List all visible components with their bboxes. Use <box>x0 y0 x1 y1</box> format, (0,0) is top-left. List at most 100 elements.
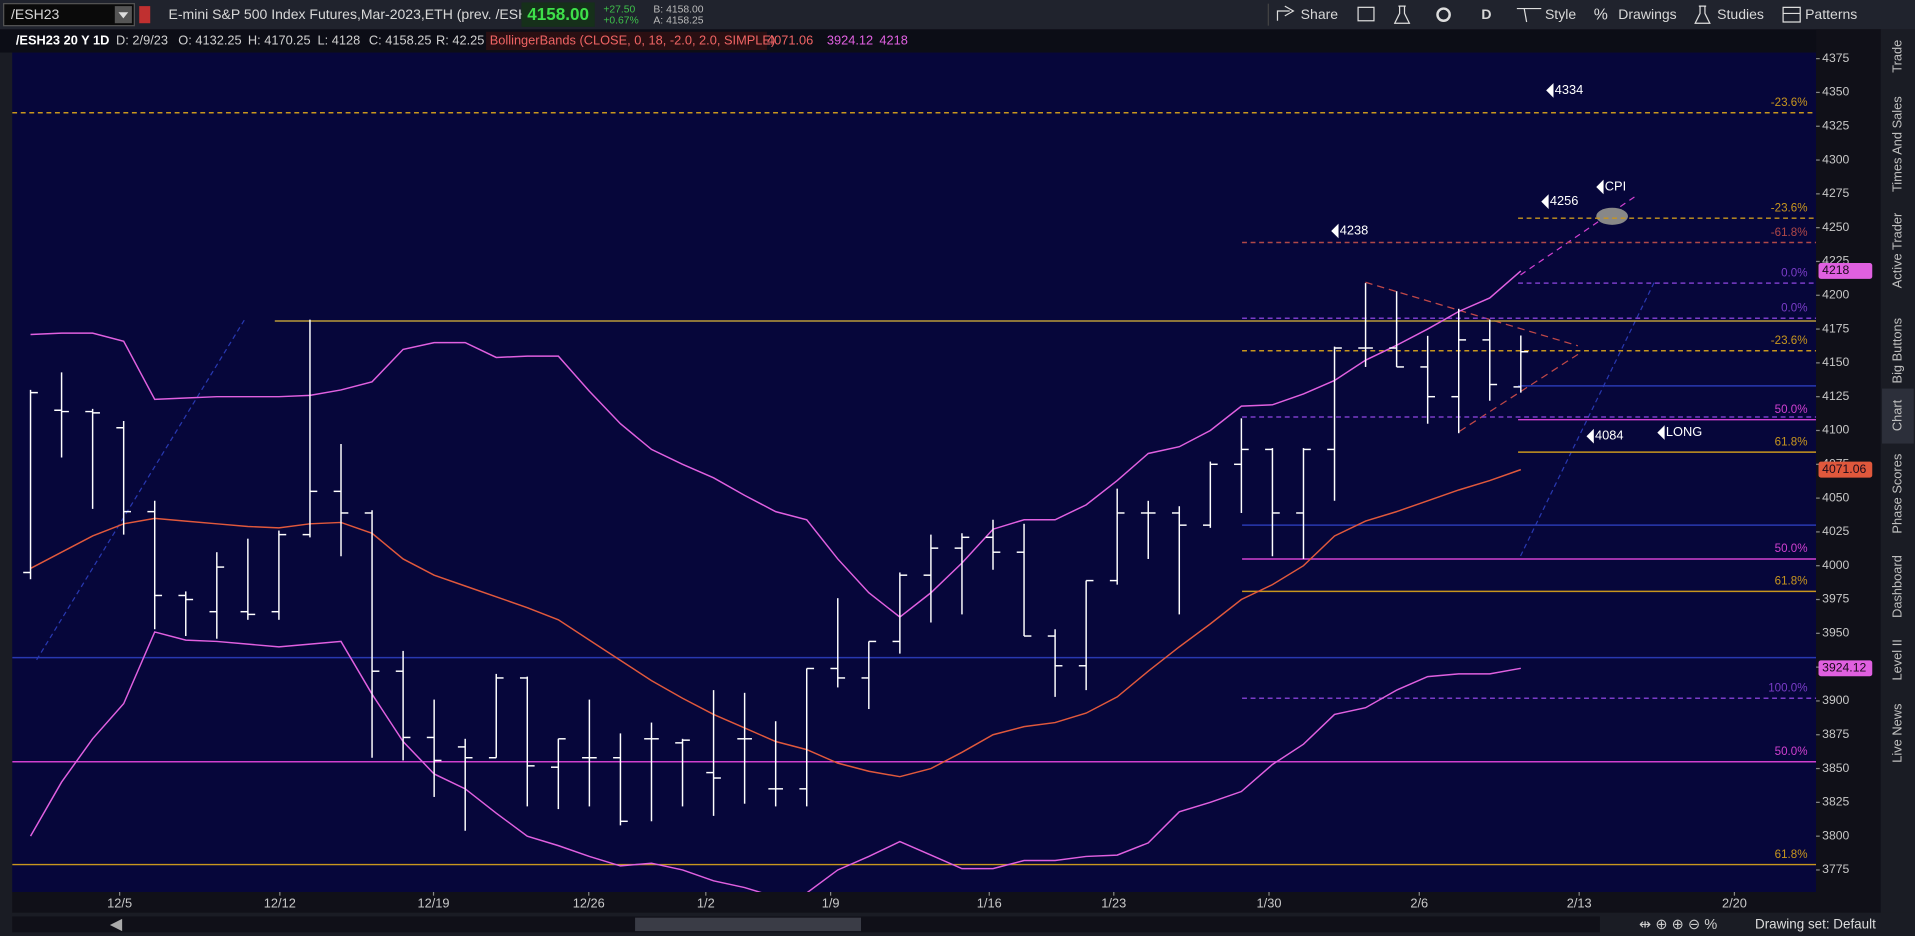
x-tick-label: 12/19 <box>417 896 449 911</box>
price-tag <box>1818 461 1873 478</box>
annotation: CPI <box>1605 178 1626 193</box>
snapshot-button[interactable] <box>1357 6 1375 22</box>
info-bar <box>0 29 1881 53</box>
annotation: 4084 <box>1595 428 1624 443</box>
link-indicator[interactable] <box>139 6 151 24</box>
x-tick-label: 1/30 <box>1257 896 1282 911</box>
info-open: O: 4132.25 <box>178 32 241 47</box>
price-tag-label: 4071.06 <box>1822 462 1866 476</box>
bollinger-band <box>29 631 1521 893</box>
price-tag-label: 3924.12 <box>1822 661 1866 675</box>
studies-icon <box>1694 5 1711 24</box>
y-tick-label: 3975 <box>1822 592 1849 606</box>
y-tick-label: 4150 <box>1822 355 1849 369</box>
study-box[interactable] <box>486 31 767 51</box>
active-tab <box>1882 388 1914 444</box>
annotation: 4256 <box>1550 193 1579 208</box>
y-tick-label: 4125 <box>1822 389 1849 403</box>
x-tick-label: 2/20 <box>1722 896 1747 911</box>
drawings-button[interactable]: Drawings <box>1618 6 1676 22</box>
style-icon <box>1516 7 1542 23</box>
info-range: R: 42.25 <box>436 32 484 47</box>
description: E-mini S&P 500 Index Futures,Mar-2023,ET… <box>169 6 541 22</box>
toolbar <box>0 0 1915 30</box>
side-tab[interactable]: Dashboard <box>1889 555 1904 618</box>
study-label[interactable]: BollingerBands (CLOSE, 0, 18, -2.0, 2.0,… <box>490 32 776 47</box>
side-tab[interactable]: Level II <box>1889 639 1904 680</box>
zoom-controls[interactable]: ⇹ ⊕ ⊕ ⊖ % <box>1639 917 1717 933</box>
fib-label: 0.0% <box>1781 266 1807 279</box>
timeframe-button[interactable]: D <box>1481 6 1491 22</box>
fib-label: -23.6% <box>1771 201 1808 214</box>
y-tick-label: 4375 <box>1822 51 1849 65</box>
y-tick-label: 4300 <box>1822 152 1849 166</box>
fib-label: 100.0% <box>1768 682 1807 695</box>
side-tab[interactable]: Chart <box>1889 399 1904 431</box>
last-price-box <box>521 2 595 27</box>
y-tick-label: 4175 <box>1822 321 1849 335</box>
fib-label: 50.0% <box>1775 403 1808 416</box>
info-low: L: 4128 <box>318 32 361 47</box>
study-lower-value: 3924.12 <box>827 32 873 47</box>
annotation: 4238 <box>1340 222 1369 237</box>
y-tick-label: 4275 <box>1822 186 1849 200</box>
y-tick-label: 3900 <box>1822 693 1849 707</box>
side-tab[interactable]: Live News <box>1889 704 1904 763</box>
share-button[interactable]: Share <box>1301 6 1339 22</box>
y-tick-label: 4325 <box>1822 118 1849 132</box>
ask: A: 4158.25 <box>653 16 703 27</box>
patterns-button[interactable]: Patterns <box>1805 6 1857 22</box>
info-date: D: 2/9/23 <box>116 32 168 47</box>
side-panel <box>1880 29 1915 913</box>
bid: B: 4158.00 <box>653 5 703 16</box>
symbol[interactable]: /ESH23 <box>11 6 60 22</box>
side-tab[interactable]: Trade <box>1889 40 1904 73</box>
drawing-set[interactable]: Drawing set: Default <box>1755 917 1876 932</box>
side-tab[interactable]: Times And Sales <box>1889 96 1904 192</box>
side-tab[interactable]: Phase Scores <box>1889 454 1904 534</box>
price-tag <box>1818 660 1873 677</box>
price-tag <box>1818 262 1873 279</box>
info-high: H: 4170.25 <box>248 32 311 47</box>
separator <box>1267 3 1269 26</box>
event-marker <box>1596 207 1628 225</box>
studies-button[interactable]: Studies <box>1717 6 1764 22</box>
y-tick-label: 3950 <box>1822 626 1849 640</box>
fib-label: 61.8% <box>1775 848 1808 861</box>
scroll-left[interactable] <box>109 918 123 932</box>
y-tick-label: 3800 <box>1822 828 1849 842</box>
annotation-arrow <box>1596 179 1604 195</box>
scroll-thumb[interactable] <box>635 917 862 932</box>
price-tag-label: 4218 <box>1822 263 1849 277</box>
fib-label: -61.8% <box>1771 226 1808 239</box>
study-upper-value: 4218 <box>879 32 908 47</box>
trendline <box>1365 281 1579 347</box>
settings-button[interactable] <box>1436 7 1451 22</box>
y-tick-label: 3825 <box>1822 795 1849 809</box>
x-tick-label: 12/12 <box>264 896 296 911</box>
annotation: LONG <box>1666 424 1702 439</box>
side-tab[interactable]: Big Buttons <box>1889 318 1904 384</box>
fib-label: 61.8% <box>1775 435 1808 448</box>
x-tick-label: 1/9 <box>822 896 840 911</box>
x-tick-label: 1/2 <box>697 896 715 911</box>
annotation-arrow <box>1541 194 1549 209</box>
change: +27.50 <box>603 5 635 16</box>
flask-button[interactable] <box>1393 5 1411 24</box>
style-button[interactable]: Style <box>1545 6 1576 22</box>
info-close: C: 4158.25 <box>369 32 432 47</box>
x-tick-label: 1/16 <box>977 896 1002 911</box>
study-mid-value: 4071.06 <box>767 32 813 47</box>
chart-symbol: /ESH23 20 Y 1D <box>16 32 110 47</box>
x-tick-label: 2/6 <box>1410 896 1428 911</box>
symbol-box[interactable] <box>3 3 135 27</box>
fib-label: 50.0% <box>1775 745 1808 758</box>
annotation-arrow <box>1546 83 1554 98</box>
share-icon <box>1276 5 1295 21</box>
fib-label: 0.0% <box>1781 302 1807 315</box>
time-axis <box>12 892 1817 913</box>
side-tab[interactable]: Active Trader <box>1889 212 1904 288</box>
x-tick-label: 2/13 <box>1567 896 1592 911</box>
fib-label: -23.6% <box>1771 334 1808 347</box>
